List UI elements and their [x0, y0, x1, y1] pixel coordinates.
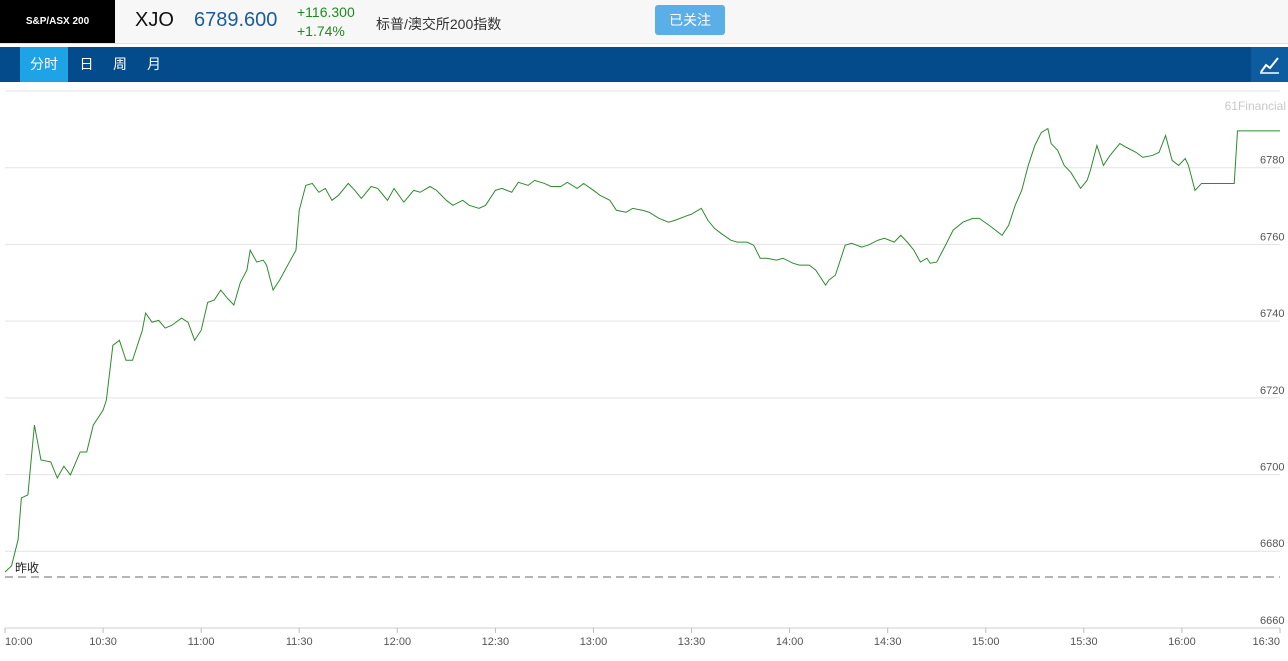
- period-tab[interactable]: 分时: [20, 47, 68, 82]
- header: S&P/ASX 200 XJO 6789.600 +116.300 +1.74%…: [0, 0, 1288, 44]
- y-tick-label: 6740: [1260, 308, 1284, 320]
- x-tick-label: 14:00: [776, 636, 804, 648]
- index-name: 标普/澳交所200指数: [376, 16, 502, 32]
- x-tick-label: 10:30: [89, 636, 117, 648]
- index-logo: S&P/ASX 200: [0, 0, 115, 43]
- x-tick-label: 11:00: [188, 636, 215, 648]
- x-tick-label: 12:30: [482, 636, 510, 648]
- price-line: [4, 127, 1280, 573]
- x-tick-label: 16:30: [1252, 636, 1280, 648]
- chart-icon: [1260, 57, 1279, 74]
- period-tab[interactable]: 月: [147, 56, 161, 72]
- period-tab[interactable]: 周: [113, 56, 127, 72]
- reference-label: 昨收: [15, 561, 39, 575]
- watermark: 61Financial: [1225, 99, 1286, 113]
- y-tick-label: 6720: [1260, 385, 1284, 397]
- chart: 61Financial 6660 6680 6700 6720 6740 6760 6780 1…: [4, 90, 1286, 648]
- tab-bar: 分时日 周 月: [0, 47, 1288, 82]
- change: +116.300: [297, 4, 355, 20]
- period-tab[interactable]: 日: [79, 56, 94, 72]
- change-box: +116.300 +1.74%: [297, 3, 355, 41]
- chart-type-button[interactable]: [1251, 47, 1288, 82]
- x-tick-label: 16:00: [1168, 636, 1196, 648]
- x-tick-label: 15:30: [1070, 636, 1098, 648]
- x-tick-label: 11:30: [286, 636, 313, 648]
- symbol: XJO: [135, 9, 174, 31]
- price: 6789.600: [194, 9, 278, 31]
- x-tick-label: 12:00: [384, 636, 412, 648]
- x-tick-label: 13:00: [580, 636, 608, 648]
- x-tick-label: 13:30: [678, 636, 706, 648]
- x-tick-label: 10:00: [5, 636, 33, 648]
- y-tick-label: 6680: [1260, 538, 1284, 550]
- y-tick-label: 6700: [1260, 461, 1284, 473]
- y-tick-label: 6760: [1260, 231, 1284, 243]
- x-tick-label: 14:30: [874, 636, 902, 648]
- x-tick-label: 15:00: [972, 636, 1000, 648]
- y-tick-label: 6780: [1260, 155, 1284, 167]
- y-tick-label: 6660: [1260, 615, 1284, 627]
- change-pct: +1.74%: [297, 23, 345, 39]
- follow-button[interactable]: 已关注: [655, 5, 725, 35]
